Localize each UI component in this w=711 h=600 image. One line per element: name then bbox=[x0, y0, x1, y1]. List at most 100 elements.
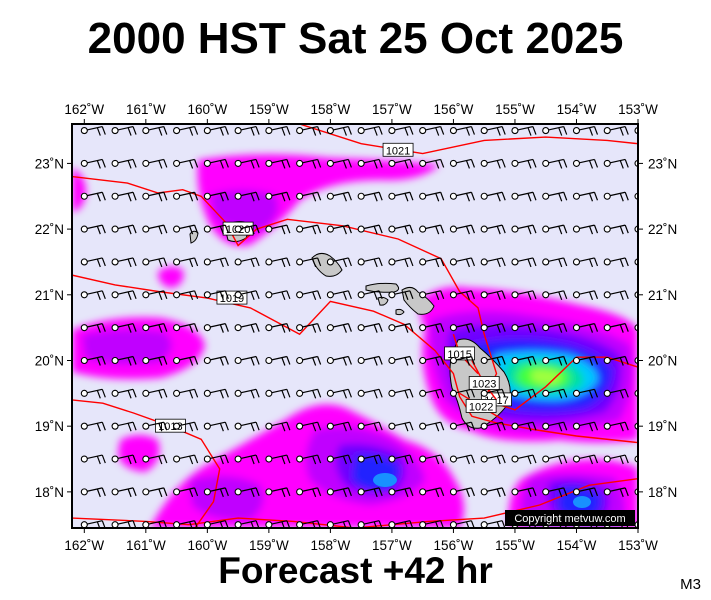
wind-barb bbox=[388, 454, 414, 465]
wind-barb bbox=[603, 158, 629, 169]
wind-barb bbox=[326, 388, 352, 399]
wind-barb bbox=[173, 125, 199, 136]
wind-barb bbox=[296, 323, 322, 333]
wind-barb bbox=[111, 487, 137, 498]
lon-label-bottom: 153˚W bbox=[618, 538, 658, 553]
rain-area-small-blob bbox=[158, 266, 184, 288]
wind-barb bbox=[326, 454, 352, 465]
wind-barb bbox=[173, 290, 199, 301]
wind-barb bbox=[203, 224, 229, 235]
wind-barb bbox=[111, 323, 137, 333]
wind-barb bbox=[419, 520, 445, 528]
wind-barb bbox=[326, 355, 352, 366]
lon-label-top: 160˚W bbox=[187, 102, 227, 117]
lat-label-left: 22˚N bbox=[35, 222, 64, 237]
wind-barb bbox=[296, 454, 322, 465]
wind-barb bbox=[173, 257, 199, 268]
wind-barb bbox=[326, 487, 352, 498]
wind-barb bbox=[80, 257, 106, 268]
wind-barb bbox=[234, 355, 260, 366]
wind-barb bbox=[572, 125, 599, 136]
island-molokai bbox=[365, 282, 400, 293]
lat-label-right: 21˚N bbox=[648, 288, 677, 303]
wind-barb bbox=[111, 158, 137, 169]
wind-barb bbox=[388, 487, 414, 498]
wind-barb bbox=[234, 125, 260, 136]
wind-barb bbox=[265, 158, 291, 169]
wind-barb bbox=[142, 323, 168, 333]
wind-barb bbox=[357, 421, 383, 432]
wind-barb bbox=[203, 257, 229, 268]
isobar-label: 1021 bbox=[382, 142, 414, 157]
wind-barb bbox=[511, 355, 537, 366]
wind-barb bbox=[572, 191, 599, 202]
lat-label-right: 18˚N bbox=[648, 485, 677, 500]
lat-label-left: 19˚N bbox=[35, 419, 64, 434]
lon-label-top: 161˚W bbox=[126, 102, 166, 117]
wind-barb bbox=[419, 224, 445, 235]
wind-barb bbox=[296, 487, 322, 498]
lon-label-top: 162˚W bbox=[64, 102, 104, 117]
wind-barb bbox=[511, 454, 537, 465]
wind-barb bbox=[357, 224, 383, 235]
wind-barb bbox=[357, 158, 383, 169]
wind-barb bbox=[173, 224, 199, 235]
wind-barb bbox=[265, 290, 291, 301]
lat-label-left: 21˚N bbox=[35, 288, 64, 303]
wind-barb bbox=[572, 487, 599, 498]
longitude-ticks-top: 162˚W 161˚W 160˚W 159˚W 158˚W 157˚W 156˚W 155˚W… bbox=[64, 102, 658, 124]
wind-barb bbox=[173, 388, 199, 399]
wind-barb bbox=[111, 355, 137, 366]
wind-barb bbox=[296, 191, 322, 202]
wind-barb bbox=[111, 257, 137, 268]
wind-barb bbox=[603, 355, 629, 366]
wind-barb bbox=[111, 421, 137, 432]
wind-barb bbox=[357, 323, 383, 333]
wind-barb bbox=[419, 125, 445, 136]
wind-barb bbox=[419, 158, 445, 169]
lon-label-top: 154˚W bbox=[557, 102, 597, 117]
lat-label-left: 23˚N bbox=[35, 156, 64, 171]
wind-barb bbox=[203, 290, 229, 301]
wind-barb bbox=[542, 290, 568, 301]
wind-barb bbox=[388, 224, 414, 235]
wind-barb bbox=[111, 224, 137, 235]
wind-barb bbox=[326, 323, 352, 333]
wind-barb bbox=[80, 421, 106, 432]
wind-barb bbox=[542, 355, 568, 366]
wind-barb bbox=[572, 257, 599, 268]
lon-label-bottom: 156˚W bbox=[434, 538, 474, 553]
wind-barb bbox=[142, 290, 168, 301]
wind-barb bbox=[419, 290, 445, 301]
isobar-line bbox=[72, 399, 221, 528]
lon-label-top: 157˚W bbox=[372, 102, 412, 117]
lat-label-right: 19˚N bbox=[648, 419, 677, 434]
wind-barb bbox=[449, 125, 475, 136]
island-kahoolawe bbox=[395, 308, 405, 316]
wind-barb bbox=[296, 355, 322, 366]
wind-barb bbox=[603, 454, 629, 465]
wind-barb bbox=[542, 388, 568, 399]
wind-barb bbox=[80, 191, 106, 202]
wind-barb bbox=[388, 421, 414, 432]
wind-barb bbox=[234, 158, 260, 169]
wind-barb bbox=[111, 388, 137, 399]
wind-barb bbox=[419, 388, 445, 399]
wind-barb bbox=[480, 224, 506, 235]
wind-barb bbox=[326, 290, 352, 301]
wind-barb bbox=[234, 487, 260, 498]
wind-barb bbox=[265, 487, 291, 498]
wind-barb bbox=[603, 257, 629, 268]
wind-barb bbox=[603, 290, 629, 301]
model-code: M3 bbox=[680, 576, 701, 593]
wind-barb bbox=[449, 257, 475, 268]
wind-barb bbox=[296, 257, 322, 268]
wind-barb bbox=[80, 487, 106, 498]
wind-barb bbox=[449, 158, 475, 169]
wind-barb bbox=[419, 487, 445, 498]
map-title: 2000 HST Sat 25 Oct 2025 bbox=[87, 14, 624, 63]
island-oahu bbox=[311, 252, 343, 277]
wind-barb bbox=[326, 421, 352, 432]
wind-barb bbox=[542, 257, 568, 268]
wind-barb bbox=[142, 125, 168, 136]
